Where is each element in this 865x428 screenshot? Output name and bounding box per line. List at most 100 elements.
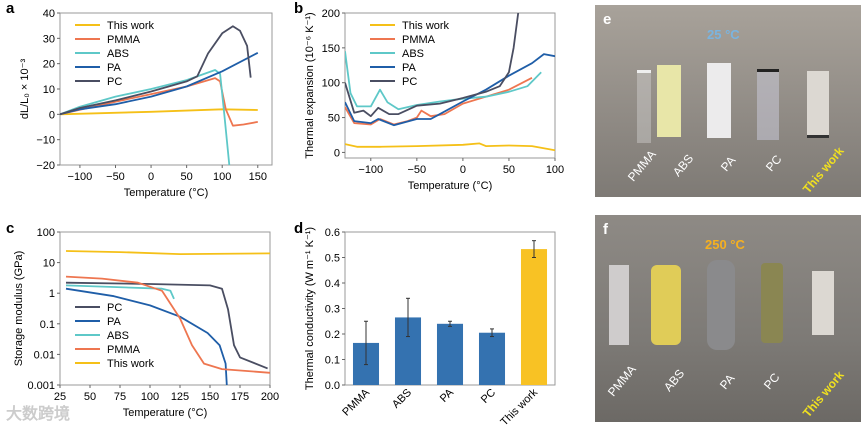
photo-e-temperature: 25 °C [707,27,740,42]
y-tick-label: 0 [49,109,55,121]
series-line-pa [60,52,259,116]
y-tick-label: 0.3 [325,304,340,316]
series-line-abs [60,69,231,165]
series-line-abs [345,51,542,111]
x-axis-label: Temperature (°C) [124,187,208,199]
x-tick-label: 100 [141,391,159,403]
x-tick-label: 25 [54,391,66,403]
plot-frame [59,12,273,166]
x-tick-label: PMMA [340,386,372,418]
x-tick-label: −100 [68,171,93,183]
y-tick-label: 0.2 [325,329,340,341]
bar-this-work [520,249,548,385]
sample-pc [761,263,783,343]
y-tick-label: 30 [43,33,55,45]
y-tick-label: 0.5 [325,253,340,265]
panel-label-b: b [294,0,303,17]
series-line-this_work [65,250,270,255]
x-tick-label: 150 [249,171,267,183]
y-tick-label: 0.0 [325,380,340,392]
y-tick-label: 40 [43,8,55,20]
x-tick-label: −100 [358,164,383,176]
panel-label-f: f [603,221,608,238]
y-tick-label: 150 [322,43,340,55]
x-tick-label: PC [479,387,498,406]
y-tick-label: 10 [43,84,55,96]
x-tick-label: 0 [460,164,466,176]
x-tick-label: 125 [171,391,189,403]
legend-label: PMMA [107,344,141,356]
x-tick-label: 50 [181,171,193,183]
legend-label: PA [107,316,122,328]
sample-abs [657,65,681,137]
sample-label: PMMA [605,362,639,399]
legend-label: PA [402,62,417,74]
series-line-this_work [60,108,258,116]
series-line-pc [60,25,252,116]
x-axis-label: Temperature (°C) [123,407,207,419]
sample-pmma [609,265,629,345]
panel-label-e: e [603,11,612,28]
x-tick-label: 175 [231,391,249,403]
y-tick-label: 50 [328,113,340,125]
y-tick-label: 20 [43,59,55,71]
x-tick-label: 150 [201,391,219,403]
y-tick-label: 0.6 [325,227,340,239]
sample-label: PC [761,370,783,392]
x-tick-label: 50 [84,391,96,403]
y-tick-label: 10 [43,258,55,270]
y-tick-label: −20 [36,160,55,172]
y-tick-label: 0.1 [325,355,340,367]
x-tick-label: −50 [106,171,125,183]
series-line-pa [65,287,228,385]
legend-label: PC [402,76,417,88]
legend-label: This work [402,20,450,32]
legend-label: PMMA [107,34,141,46]
legend-label: ABS [402,48,424,60]
legend-label: PC [107,76,122,88]
y-tick-label: 0.01 [34,349,55,361]
series-line-pmma [60,77,258,127]
sample-pa [707,260,735,350]
y-axis-label: Thermal conductivity (W m⁻¹ K⁻¹) [304,227,316,390]
sample-label: ABS [661,366,688,394]
series-line-this_work [345,142,555,152]
photo-e: e 25 °C PMMA ABS PA PC This work [595,5,861,197]
sample-label: PC [763,152,785,174]
panel-label-a: a [6,0,15,17]
bar-pa [436,323,464,385]
x-tick-label: 75 [114,391,126,403]
panel-label-d: d [294,220,303,237]
x-tick-label: 0 [148,171,154,183]
y-tick-label: 1 [49,288,55,300]
y-tick-label: 0.001 [27,380,55,392]
y-axis-label: Storage modulus (GPa) [13,251,25,367]
y-tick-label: 0.4 [325,278,340,290]
x-tick-label: PA [438,386,457,405]
sample-label: PMMA [625,147,659,184]
series-line-pc [345,13,520,118]
sample-pc [757,69,779,140]
series-line-pc [65,281,268,370]
photo-f: f 250 °C PMMA ABS PA PC This work [595,215,861,422]
legend-label: PA [107,62,122,74]
x-tick-label: This work [498,386,540,428]
plot-frame [59,231,271,386]
legend-label: This work [107,20,155,32]
sample-abs [651,265,681,345]
y-tick-label: 100 [37,227,55,239]
y-tick-label: −10 [36,135,55,147]
y-axis-label: dL/L₀ × 10⁻³ [19,59,31,120]
x-axis-label: Temperature (°C) [408,180,492,192]
sample-label: ABS [670,151,697,179]
sample-pmma [637,70,651,143]
legend-label: This work [107,358,155,370]
legend-label: ABS [107,330,129,342]
sample-label: This work [800,368,847,420]
x-tick-label: 50 [503,164,515,176]
panel-label-c: c [6,220,14,237]
y-tick-label: 0 [334,147,340,159]
sample-label: PA [717,371,738,392]
